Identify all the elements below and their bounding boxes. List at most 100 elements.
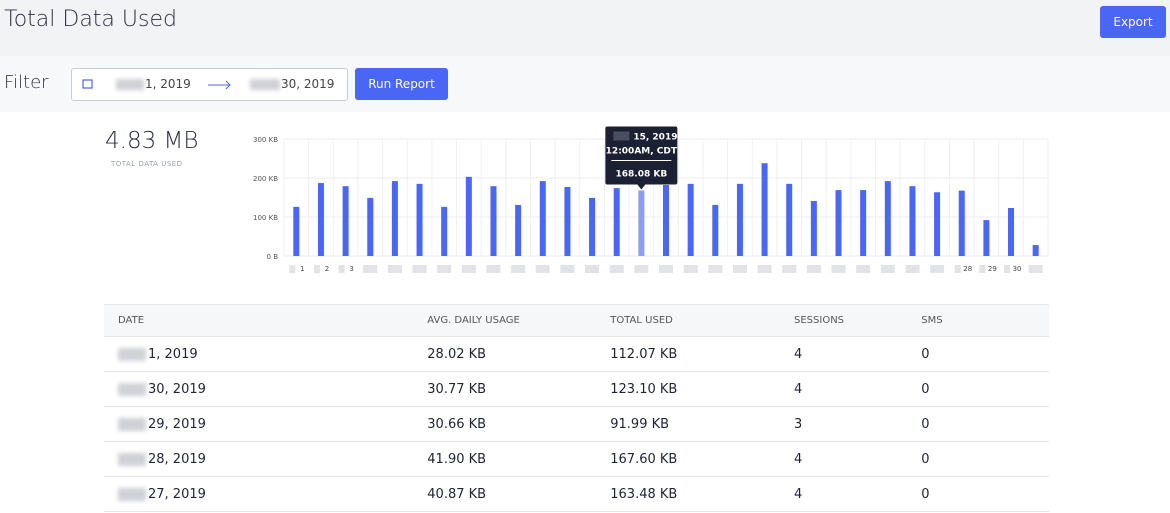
bar	[663, 185, 669, 256]
bar	[589, 197, 596, 256]
table-cell: 30.77 KB	[413, 371, 597, 407]
blurred-month	[118, 418, 146, 431]
tooltip-box	[605, 126, 678, 185]
column-header: TOTAL USED	[596, 304, 781, 337]
table-row: 29, 2019 30.66 KB 91.99 KB 3 0	[104, 406, 1049, 442]
filter-label: Filter	[4, 72, 49, 93]
bar	[835, 190, 842, 256]
x-tick-blur	[806, 265, 821, 273]
x-tick-blur	[437, 265, 452, 273]
table-cell: 0	[907, 441, 1049, 477]
table-row: 30, 2019 30.77 KB 123.10 KB 4 0	[104, 371, 1049, 407]
start-date: 1, 2019	[145, 77, 191, 91]
x-tick-blur	[486, 265, 501, 273]
table-cell: 41.90 KB	[413, 441, 597, 477]
x-tick-blur	[634, 265, 649, 273]
tooltip-date: 15, 2019	[633, 132, 677, 142]
x-tick-blur	[930, 265, 945, 273]
tooltip-arrow	[637, 184, 646, 190]
bar	[391, 181, 398, 256]
table-cell: 4	[780, 476, 908, 512]
table-cell: 91.99 KB	[596, 406, 781, 442]
table-cell: 28.02 KB	[413, 336, 597, 372]
table-cell: 4	[780, 336, 908, 372]
bar	[934, 192, 941, 256]
table-cell: 112.07 KB	[596, 336, 781, 372]
blurred-month	[118, 383, 146, 396]
x-tick-label: 30	[1013, 265, 1022, 273]
table-cell: 0	[907, 476, 1049, 512]
table-cell: 0	[907, 406, 1049, 442]
table-row: 1, 2019 28.02 KB 112.07 KB 4 0	[104, 336, 1049, 372]
header: Total Data Used Export	[0, 0, 1170, 56]
bar	[687, 183, 694, 256]
table-cell: 27, 2019	[104, 476, 414, 512]
x-tick-blur	[732, 265, 747, 273]
table-cell: 4	[780, 441, 908, 477]
table-cell: 30.66 KB	[413, 406, 597, 442]
x-tick-label: 2	[325, 265, 329, 273]
calendar-icon	[82, 79, 93, 89]
bar	[1032, 245, 1039, 256]
summary: 4.83 MB TOTAL DATA USED	[105, 128, 198, 168]
date-range[interactable]: 1, 2019 30, 2019	[71, 68, 348, 101]
x-tick-blur	[387, 265, 402, 273]
x-tick-blur	[412, 265, 427, 273]
x-tick-blur	[1004, 265, 1011, 273]
blurred-month	[118, 453, 146, 466]
blurred-month	[118, 348, 146, 361]
blurred-month	[116, 79, 144, 90]
chart: 0 B 100 KB 200 KB 300 KB 1 2 3 15, 2019 12:00AM,…	[253, 126, 1049, 273]
x-tick-blur	[511, 265, 526, 273]
x-tick-blur	[979, 265, 986, 273]
tooltip-blur	[613, 131, 630, 141]
y-tick-label: 300 KB	[253, 136, 278, 144]
x-tick-label: 1	[300, 265, 304, 273]
page-title: Total Data Used	[4, 7, 177, 32]
x-tick-blur	[954, 265, 961, 273]
filter-bar: Filter 1, 2019 30, 2019 Run Report	[0, 56, 1170, 112]
x-tick-blur	[659, 265, 673, 273]
bar	[884, 181, 891, 256]
x-tick-blur	[757, 265, 772, 273]
table-cell: 0	[907, 371, 1049, 407]
bar	[441, 206, 448, 256]
x-tick-blur	[708, 265, 723, 273]
x-tick-blur	[782, 265, 797, 273]
bar	[416, 183, 423, 256]
bar	[786, 183, 793, 256]
run-report-button[interactable]: Run Report	[355, 68, 448, 100]
bar	[712, 204, 719, 256]
column-header: DATE	[104, 304, 414, 337]
bar	[515, 204, 522, 256]
bar	[1008, 207, 1015, 256]
x-tick-blur	[609, 265, 624, 273]
x-tick-blur	[313, 265, 320, 273]
x-tick-label: 3	[349, 265, 353, 273]
export-button[interactable]: Export	[1100, 6, 1166, 38]
table-cell: 29, 2019	[104, 406, 414, 442]
table-cell: 163.48 KB	[596, 476, 781, 512]
bar	[860, 190, 867, 256]
end-date: 30, 2019	[281, 77, 335, 91]
x-tick-blur	[880, 265, 895, 273]
summary-value: 4.83 MB	[105, 128, 199, 154]
blurred-month	[118, 488, 146, 501]
x-tick-blur	[585, 265, 600, 273]
x-tick-blur	[683, 265, 698, 273]
x-tick-blur	[338, 265, 345, 273]
tooltip-time: 12:00AM, CDT	[606, 146, 678, 156]
bar	[613, 188, 620, 256]
bar	[761, 163, 768, 256]
bar	[564, 186, 571, 256]
bar	[983, 220, 990, 256]
x-tick-blur	[363, 265, 378, 273]
table-cell: 1, 2019	[104, 336, 414, 372]
blurred-month	[250, 79, 280, 90]
table-cell: 123.10 KB	[596, 371, 781, 407]
bar	[810, 201, 817, 256]
arrow-icon	[208, 80, 231, 90]
x-tick-blur	[856, 265, 871, 273]
x-tick-blur	[560, 265, 575, 273]
x-tick-label: 29	[988, 265, 997, 273]
